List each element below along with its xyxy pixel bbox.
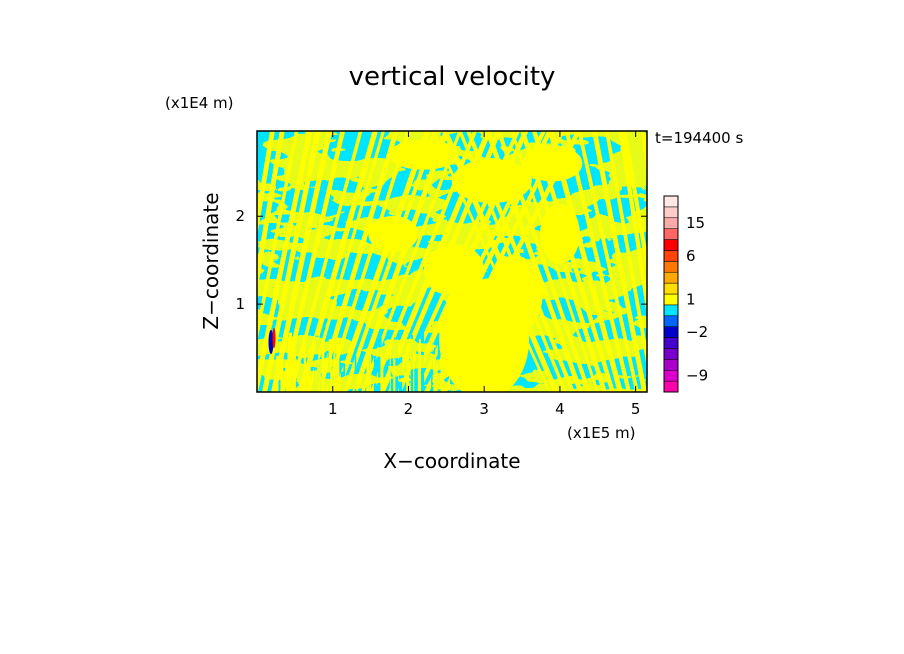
x-tick-label: 5 (631, 400, 641, 418)
plot-frame (256, 130, 648, 393)
colorbar-segment (663, 293, 679, 306)
colorbar-tick-label: −2 (686, 323, 708, 341)
field-blob (486, 255, 543, 336)
colorbar-segment (663, 228, 679, 240)
colorbar-segment (663, 206, 679, 219)
colorbar-segment (663, 239, 679, 251)
field-blob (522, 145, 583, 182)
field-blob (451, 159, 532, 204)
x-axis-unit: (x1E5 m) (567, 424, 636, 442)
x-tick-label: 1 (328, 400, 338, 418)
field-blob (368, 215, 419, 252)
velocity-field (257, 131, 647, 392)
field-blob (388, 139, 459, 170)
colorbar-segment (663, 271, 679, 284)
field-blob (423, 243, 484, 294)
colorbar-segment (663, 304, 679, 317)
colorbar: 15 6 1 −2 −9 (663, 195, 708, 393)
x-tick-label: 4 (555, 400, 565, 418)
colorbar-segment (663, 326, 679, 338)
colorbar-tick-label: 6 (686, 247, 696, 265)
colorbar-segment (663, 217, 679, 229)
colorbar-frame (663, 195, 679, 393)
chart-title: vertical velocity (349, 62, 556, 92)
colorbar-tick-label: 15 (686, 214, 705, 232)
colorbar-segment (663, 348, 679, 360)
strong-downdraft-feature (268, 330, 274, 354)
time-label: t=194400 s (655, 129, 743, 147)
colorbar-tick-label: −9 (686, 367, 708, 385)
y-axis-ticks: 12 (235, 207, 647, 313)
colorbar-segment (663, 380, 679, 393)
x-tick-label: 2 (404, 400, 414, 418)
colorbar-segment (663, 359, 679, 371)
colorbar-segment (663, 315, 679, 327)
x-axis-ticks: 1 2 3 4 5 (328, 131, 640, 418)
field-large-blobs (368, 139, 583, 392)
y-tick-label: 1 (235, 295, 245, 313)
y-tick-label: 2 (235, 207, 245, 225)
field-blob (539, 203, 580, 264)
y-axis-unit: (x1E4 m) (165, 94, 234, 112)
y-axis-label: Z−coordinate (199, 192, 223, 329)
colorbar-segment (663, 369, 679, 382)
colorbar-segment (663, 250, 679, 262)
strong-updraft-feature (272, 328, 276, 348)
colorbar-tick-label: 1 (686, 290, 696, 308)
colorbar-segment (663, 261, 679, 273)
x-axis-label: X−coordinate (383, 449, 520, 473)
x-tick-label: 3 (479, 400, 489, 418)
colorbar-segment (663, 282, 679, 295)
colorbar-segment (663, 195, 679, 208)
colorbar-segment (663, 337, 679, 349)
